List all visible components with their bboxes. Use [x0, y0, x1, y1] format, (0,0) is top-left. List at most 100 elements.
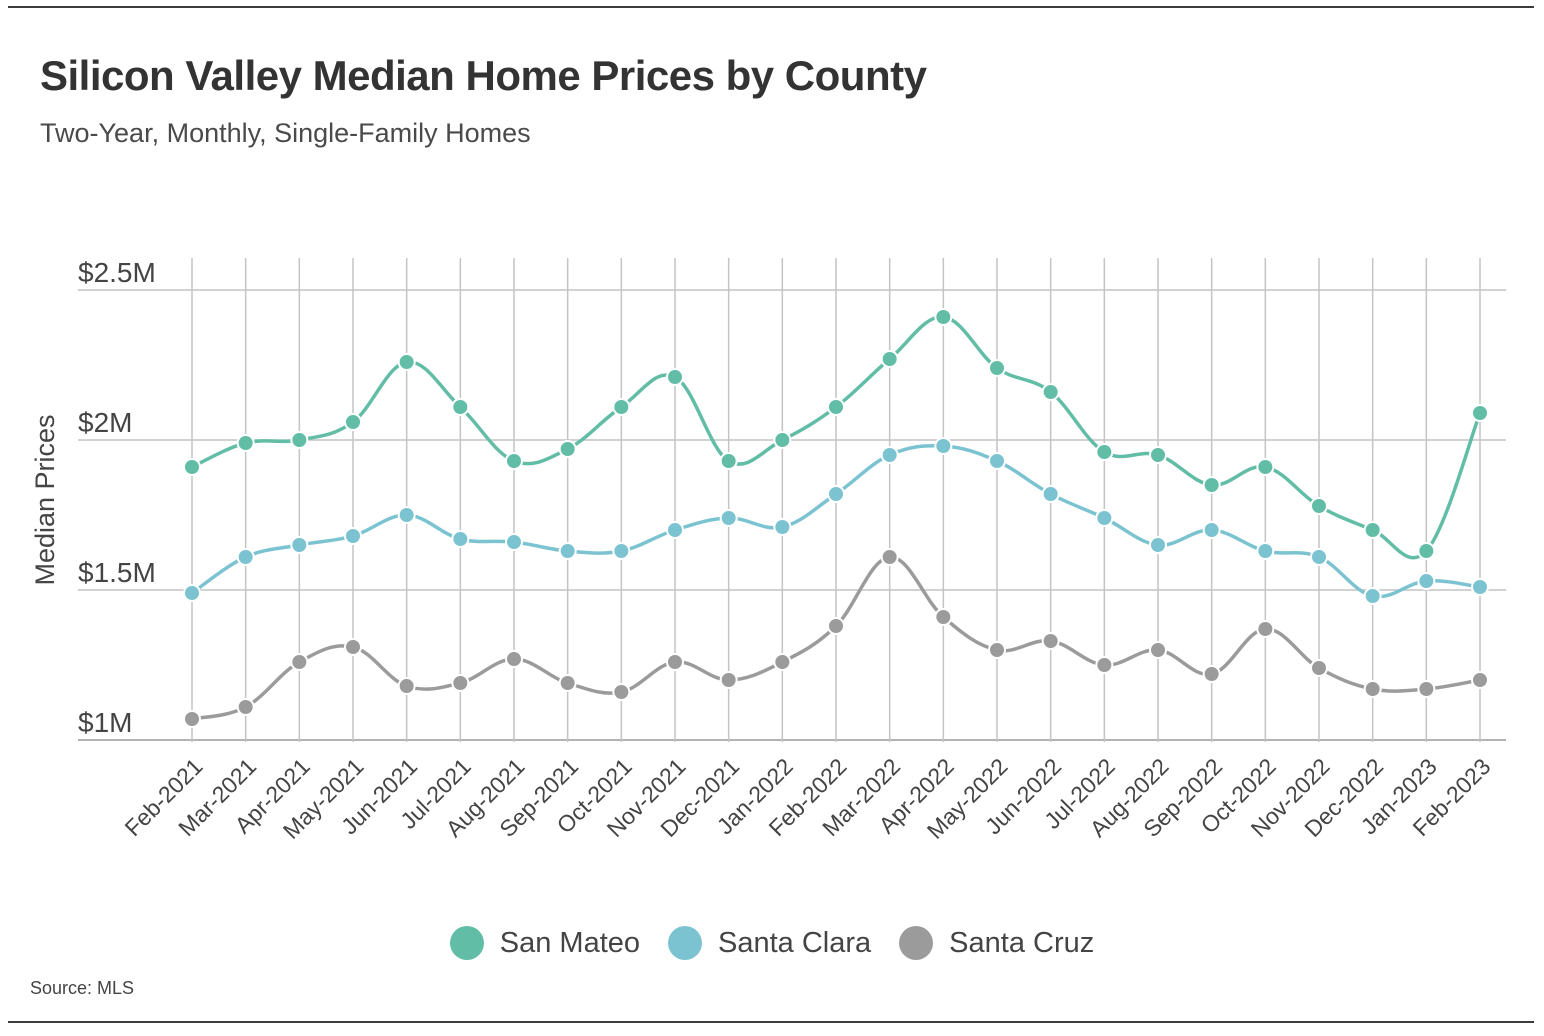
data-point [344, 638, 362, 656]
y-axis: $1M $1.5M $2M $2.5M [78, 257, 156, 738]
data-point [666, 368, 684, 386]
source-note: Source: MLS [30, 978, 135, 998]
chart-title: Silicon Valley Median Home Prices by Cou… [40, 52, 927, 99]
data-point [773, 653, 792, 671]
y-axis-label: Median Prices [30, 414, 60, 585]
data-point [397, 353, 416, 371]
data-point [183, 458, 201, 476]
data-point [880, 548, 899, 566]
legend-label: Santa Cruz [949, 926, 1095, 959]
data-point [1471, 578, 1489, 596]
data-point [934, 608, 953, 626]
data-point [612, 683, 631, 701]
data-point [827, 398, 845, 416]
data-point [827, 485, 845, 503]
data-point [988, 452, 1006, 470]
data-point [1471, 671, 1489, 689]
data-point [1202, 665, 1221, 683]
data-point [1256, 542, 1275, 560]
data-point [719, 671, 738, 689]
data-point [612, 398, 631, 416]
bottom-rule [8, 1021, 1534, 1023]
data-point [451, 530, 470, 548]
data-point [1417, 542, 1436, 560]
data-point [1417, 680, 1436, 698]
data-point [773, 518, 792, 536]
y-tick-label: $2M [78, 407, 132, 438]
data-point [558, 440, 577, 458]
legend-item: Santa Cruz [899, 926, 1094, 960]
data-point [1256, 458, 1275, 476]
data-point [934, 437, 953, 455]
legend-item: Santa Clara [668, 926, 871, 960]
data-point [1363, 680, 1382, 698]
legend-swatch-icon [899, 926, 934, 960]
data-point [719, 452, 738, 470]
data-point [397, 506, 416, 524]
legend-swatch-icon [668, 926, 703, 960]
data-point [827, 617, 845, 635]
data-point [719, 509, 738, 527]
data-point [1310, 548, 1328, 566]
legend-item: San Mateo [449, 926, 641, 960]
data-point [1363, 521, 1382, 539]
data-point [666, 653, 684, 671]
data-point [451, 674, 470, 692]
y-tick-label: $1M [78, 707, 132, 738]
x-axis: Feb-2021Mar-2021Apr-2021May-2021Jun-2021… [120, 753, 1496, 844]
data-point [505, 452, 523, 470]
data-point [1202, 521, 1221, 539]
data-point [1149, 446, 1167, 464]
data-point [290, 431, 309, 449]
data-point [1149, 641, 1167, 659]
data-point [183, 584, 201, 602]
legend-swatch-icon [449, 926, 484, 960]
series-santa-cruz [183, 548, 1489, 728]
y-tick-label: $1.5M [78, 557, 156, 588]
data-point [773, 431, 792, 449]
data-point [880, 446, 899, 464]
series-santa-clara [183, 437, 1489, 605]
data-point [1095, 509, 1114, 527]
data-point [1310, 659, 1328, 677]
data-point [612, 542, 631, 560]
legend-label: Santa Clara [718, 926, 872, 959]
data-point [397, 677, 416, 695]
data-point [344, 413, 362, 431]
data-point [1041, 383, 1060, 401]
data-point [1310, 497, 1328, 515]
data-point [988, 641, 1006, 659]
data-point [183, 710, 201, 728]
data-point [1363, 587, 1382, 605]
data-point [505, 533, 523, 551]
data-point [236, 698, 255, 716]
data-point [1041, 485, 1060, 503]
data-point [1471, 404, 1489, 422]
data-point [1095, 443, 1114, 461]
data-point [1041, 632, 1060, 650]
data-point [1149, 536, 1167, 554]
data-point [558, 674, 577, 692]
data-point [236, 434, 255, 452]
chart-subtitle: Two-Year, Monthly, Single-Family Homes [40, 118, 531, 148]
chart-legend: San Mateo Santa Clara Santa Cruz [0, 926, 1544, 960]
data-point [236, 548, 255, 566]
data-point [1202, 476, 1221, 494]
data-point [290, 536, 309, 554]
data-point [880, 350, 899, 368]
data-point [505, 650, 523, 668]
grid [78, 258, 1506, 742]
data-point [1417, 572, 1436, 590]
top-rule [8, 6, 1534, 8]
data-point [988, 359, 1006, 377]
data-point [1095, 656, 1114, 674]
data-point [290, 653, 309, 671]
data-point [934, 308, 953, 326]
legend-label: San Mateo [499, 926, 641, 959]
series-san-mateo [183, 308, 1489, 560]
data-point [1256, 620, 1275, 638]
y-tick-label: $2.5M [78, 257, 156, 288]
data-point [558, 542, 577, 560]
data-point [666, 521, 684, 539]
